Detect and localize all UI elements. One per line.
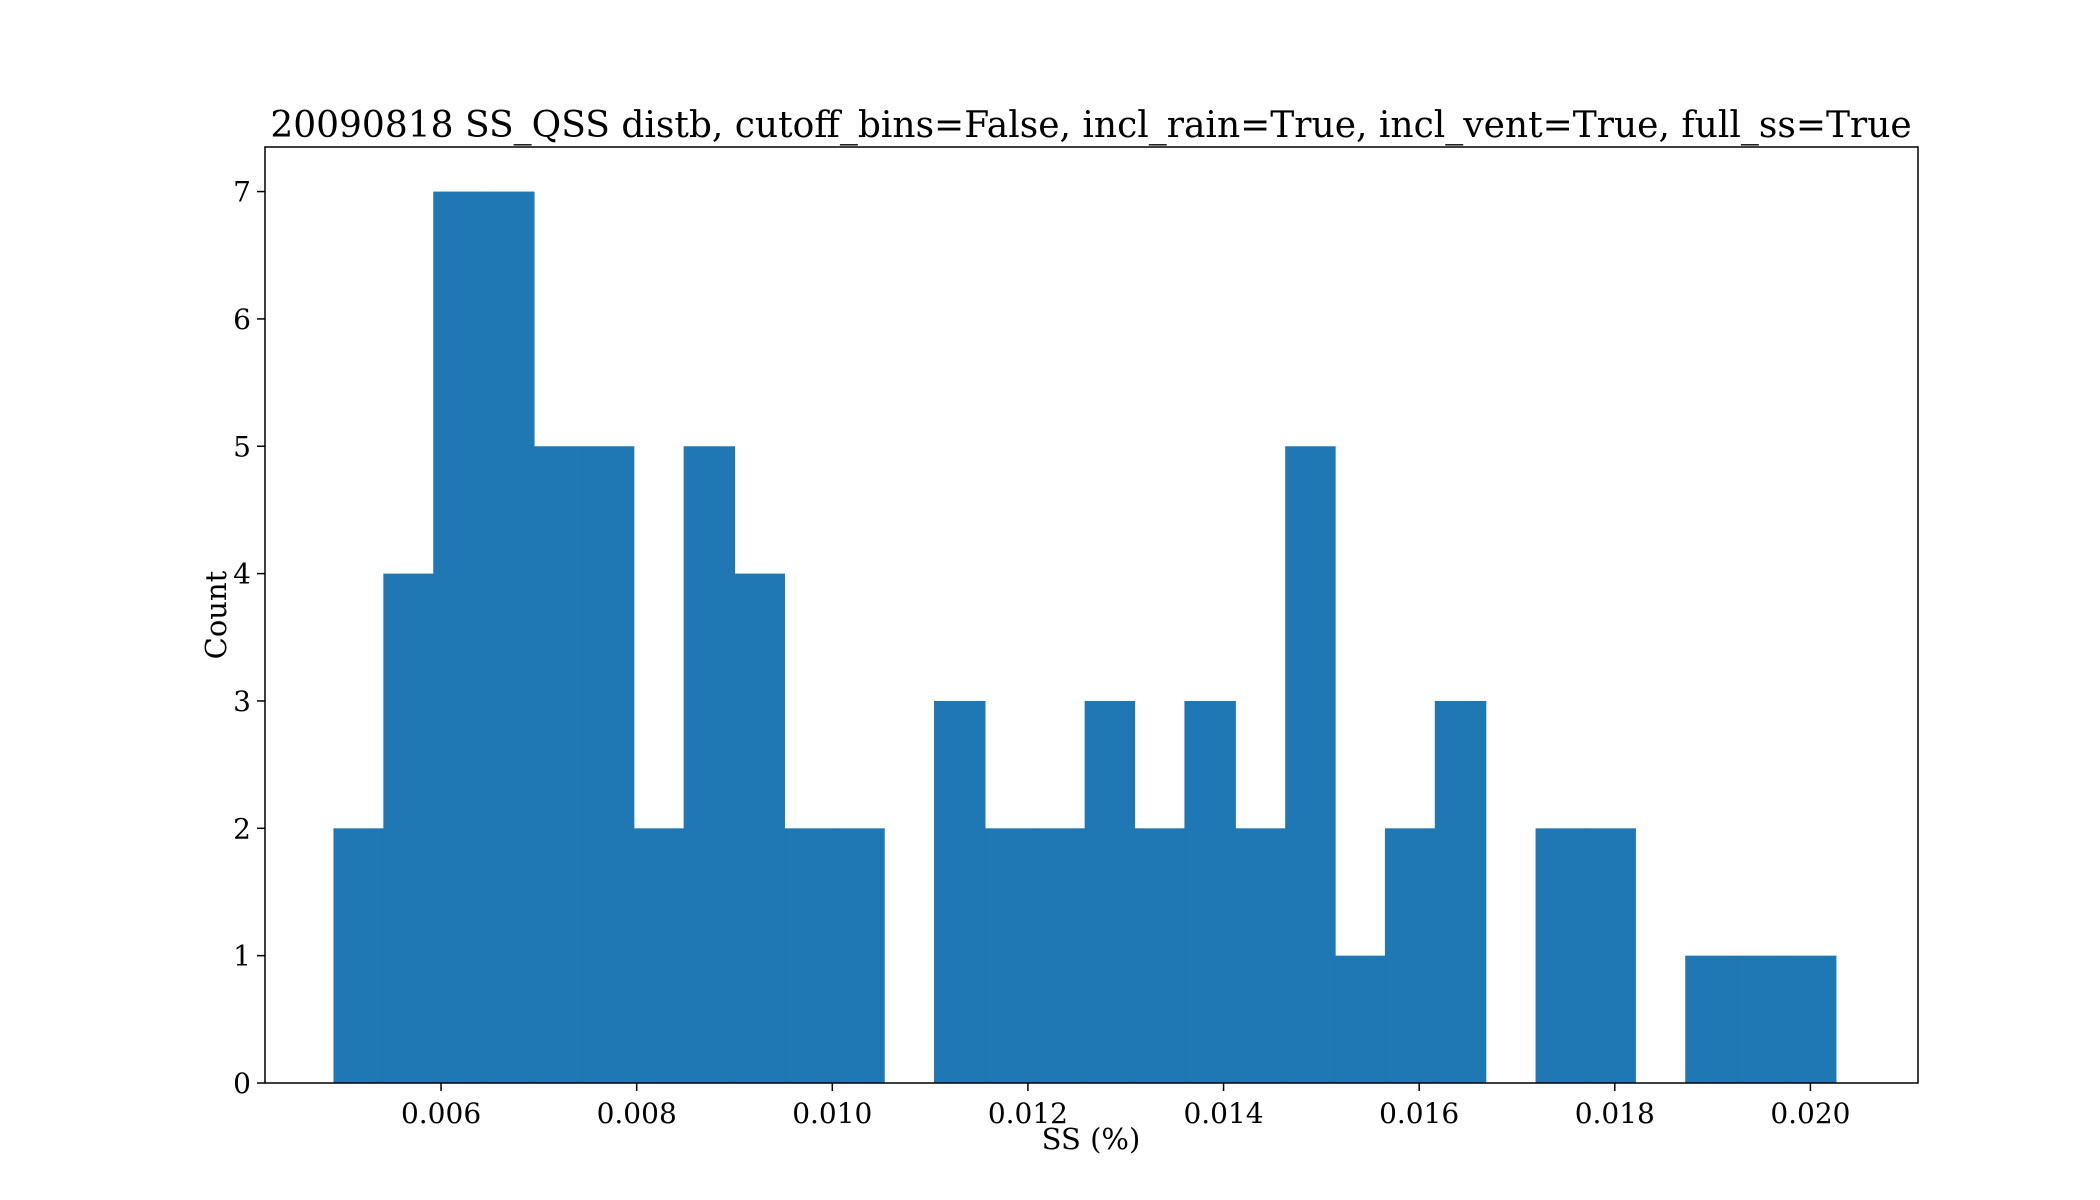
histogram-bar xyxy=(1384,828,1436,1083)
histogram-bar xyxy=(734,573,785,1083)
y-tick-label: 0 xyxy=(233,1067,251,1100)
x-tick-label: 0.008 xyxy=(597,1097,677,1130)
bars-group xyxy=(333,191,1837,1083)
histogram-bar xyxy=(484,191,535,1083)
histogram-bar xyxy=(533,446,585,1083)
histogram-bar xyxy=(934,700,986,1083)
x-tick-label: 0.018 xyxy=(1575,1097,1655,1130)
histogram-bar xyxy=(834,828,885,1083)
x-axis-ticks: 0.006 0.008 0.010 0.012 0.014 0.016 0.018 0.020 xyxy=(401,1083,1850,1130)
x-tick-label: 0.020 xyxy=(1770,1097,1850,1130)
histogram-bar xyxy=(1434,700,1487,1083)
x-tick-label: 0.010 xyxy=(792,1097,872,1130)
histogram-bar xyxy=(784,828,835,1083)
x-tick-label: 0.012 xyxy=(988,1097,1068,1130)
histogram-bar xyxy=(984,828,1036,1083)
histogram-bar xyxy=(1134,828,1186,1083)
histogram-bar xyxy=(1785,955,1837,1083)
y-tick-label: 7 xyxy=(233,176,251,209)
y-tick-label: 4 xyxy=(233,558,251,591)
histogram-bar xyxy=(383,573,434,1083)
y-tick-label: 2 xyxy=(233,812,251,845)
histogram-bar xyxy=(433,191,485,1083)
y-axis-ticks: 0 1 2 3 4 5 6 7 xyxy=(233,176,265,1100)
y-tick-label: 1 xyxy=(233,940,251,973)
plot-frame xyxy=(264,146,1919,1084)
histogram-bar xyxy=(1585,828,1636,1083)
histogram-bar xyxy=(1084,700,1136,1083)
histogram-bar xyxy=(1736,955,1787,1083)
histogram-bar xyxy=(583,446,635,1083)
y-tick-label: 6 xyxy=(233,303,251,336)
x-tick-label: 0.006 xyxy=(401,1097,481,1130)
histogram-bar xyxy=(1535,828,1587,1083)
histogram-bar xyxy=(1034,828,1086,1083)
x-axis-label: SS (%) xyxy=(1042,1122,1141,1156)
histogram-bar xyxy=(1335,955,1386,1083)
histogram-bar xyxy=(1285,446,1336,1083)
histogram-bar xyxy=(1184,700,1236,1083)
chart-title: 20090818 SS_QSS distb, cutoff_bins=False… xyxy=(270,105,1911,146)
x-tick-label: 0.016 xyxy=(1379,1097,1459,1130)
y-tick-label: 3 xyxy=(233,685,251,718)
histogram-bar xyxy=(1235,828,1286,1083)
histogram-bar xyxy=(1685,955,1737,1083)
histogram-bar xyxy=(333,828,384,1083)
y-axis-label: Count xyxy=(199,570,233,659)
histogram-bar xyxy=(683,446,736,1083)
histogram-bar xyxy=(633,828,685,1083)
y-tick-label: 5 xyxy=(233,430,251,463)
x-tick-label: 0.014 xyxy=(1183,1097,1263,1130)
